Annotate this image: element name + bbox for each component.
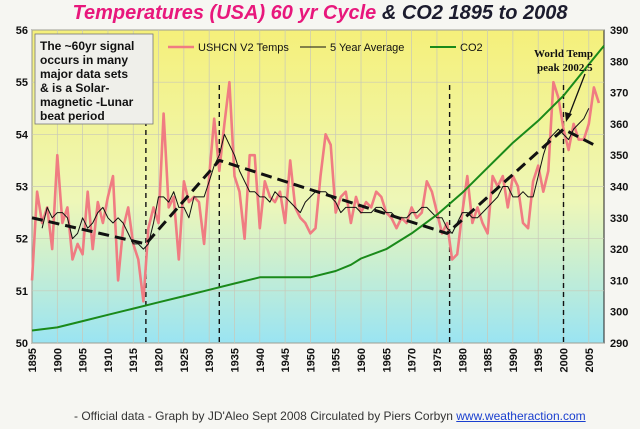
x-tick-label: 1965 bbox=[381, 348, 393, 372]
x-tick-label: 1900 bbox=[52, 348, 64, 372]
x-tick-label: 1945 bbox=[280, 348, 292, 372]
peak-arrow bbox=[567, 73, 586, 119]
x-tick-label: 1955 bbox=[331, 348, 343, 372]
y-right-tick-label: 340 bbox=[610, 182, 628, 194]
x-tick-label: 2000 bbox=[559, 348, 571, 372]
x-tick-label: 1985 bbox=[483, 348, 495, 372]
peak-label-line1: World Temp bbox=[534, 48, 593, 60]
y-right-tick-label: 360 bbox=[610, 119, 628, 131]
x-tick-label: 1980 bbox=[457, 348, 469, 372]
x-tick-label: 1960 bbox=[356, 348, 368, 372]
peak-label-line2: peak 2002.5 bbox=[537, 62, 593, 74]
cycle-markers bbox=[145, 85, 565, 343]
x-tick-label: 1915 bbox=[128, 348, 140, 372]
y-right-tick-label: 320 bbox=[610, 244, 628, 256]
y-right-tick-label: 290 bbox=[610, 338, 628, 350]
chart-title-main: Temperatures (USA) 60 yr Cycle bbox=[72, 2, 377, 24]
x-tick-label: 1895 bbox=[27, 348, 39, 372]
x-tick-label: 1990 bbox=[508, 348, 520, 372]
x-tick-label: 1905 bbox=[78, 348, 90, 372]
x-tick-label: 2005 bbox=[584, 348, 596, 372]
annotation-text: The ~60yr signal occurs in many major data… bbox=[40, 39, 134, 123]
y-right-tick-label: 300 bbox=[610, 307, 628, 319]
chart-title-range: & CO2 1895 to 2008 bbox=[381, 2, 568, 24]
series-trend-line bbox=[31, 127, 595, 246]
y-right-tick-label: 350 bbox=[610, 150, 628, 162]
y-left-tick-label: 53 bbox=[16, 182, 28, 194]
y-right-tick-label: 370 bbox=[610, 88, 628, 100]
y-left-tick-label: 55 bbox=[16, 77, 28, 89]
footer-credit: - Official data - Graph by JD'Aleo Sept … bbox=[74, 409, 586, 423]
axes: 50 51 52 53 54 55 56 290 300 310 320 330 340 350 360 37… bbox=[16, 25, 629, 372]
footer-link[interactable]: www.weatheraction.com bbox=[456, 409, 586, 423]
y-right-tick-label: 380 bbox=[610, 56, 628, 68]
grid-lines bbox=[31, 29, 604, 344]
series-co2-line bbox=[31, 45, 605, 332]
x-tick-label: 1970 bbox=[407, 348, 419, 372]
x-tick-label: 1930 bbox=[204, 348, 216, 372]
y-right-tick-label: 390 bbox=[610, 25, 628, 37]
footer-text: - Official data - Graph by JD'Aleo Sept … bbox=[74, 409, 453, 423]
x-tick-label: 1925 bbox=[179, 348, 191, 372]
annotations: The ~60yr signal occurs in many major data… bbox=[34, 33, 593, 125]
y-left-tick-label: 51 bbox=[16, 286, 28, 298]
legend-label: CO2 bbox=[460, 42, 483, 54]
annotation-box bbox=[34, 33, 154, 125]
legend-label: 5 Year Average bbox=[330, 42, 404, 54]
y-left-tick-label: 52 bbox=[16, 234, 28, 246]
x-tick-label: 1920 bbox=[154, 348, 166, 372]
y-right-tick-label: 310 bbox=[610, 275, 628, 287]
x-tick-label: 1950 bbox=[305, 348, 317, 372]
legend: USHCN V2 Temps 5 Year Average CO2 bbox=[168, 42, 483, 54]
x-tick-label: 1940 bbox=[255, 348, 267, 372]
x-tick-label: 1975 bbox=[432, 348, 444, 372]
series-lines bbox=[30, 45, 605, 332]
chart-title: Temperatures (USA) 60 yr Cycle & CO2 189… bbox=[0, 2, 640, 25]
x-tick-label: 1910 bbox=[103, 348, 115, 372]
y-right-tick-label: 330 bbox=[610, 213, 628, 225]
x-tick-label: 1935 bbox=[229, 348, 241, 372]
y-left-tick-label: 56 bbox=[16, 25, 28, 37]
y-left-tick-label: 54 bbox=[16, 129, 29, 141]
peak-arrow-head bbox=[565, 112, 572, 122]
legend-label: USHCN V2 Temps bbox=[198, 42, 289, 54]
x-tick-label: 1995 bbox=[533, 348, 545, 372]
y-left-tick-label: 50 bbox=[16, 338, 28, 350]
